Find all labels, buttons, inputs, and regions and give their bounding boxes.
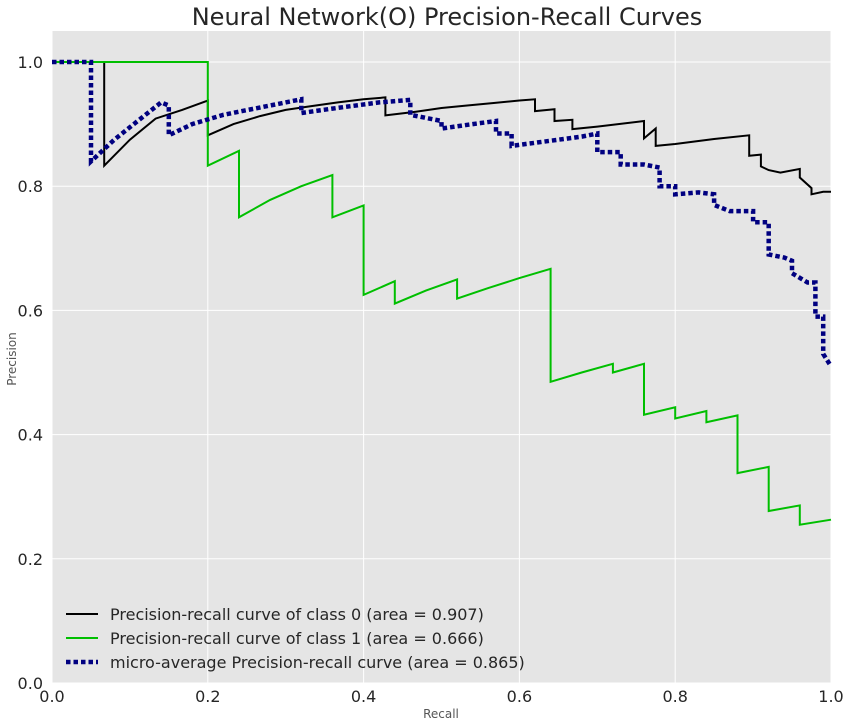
series-line-0 [52,61,831,196]
x-tick-label: 0.0 [39,687,64,706]
legend-entry-2: micro-average Precision-recall curve (ar… [110,653,525,672]
x-axis-label: Recall [423,707,459,721]
legend-entry-1: Precision-recall curve of class 1 (area … [110,629,484,648]
y-axis-ticks: 0.0 0.2 0.4 0.6 0.8 1.0 [18,53,43,693]
x-tick-label: 0.8 [662,687,687,706]
legend: Precision-recall curve of class 0 (area … [66,605,525,672]
x-axis-ticks: 0.0 0.2 0.4 0.6 0.8 1.0 [39,687,843,706]
series-line-2 [52,59,833,368]
plot-area [51,31,833,684]
x-tick-label: 0.2 [195,687,220,706]
x-tick-label: 1.0 [818,687,843,706]
legend-entry-0: Precision-recall curve of class 0 (area … [110,605,484,624]
chart-title: Neural Network(O) Precision-Recall Curve… [192,3,703,31]
y-tick-label: 0.4 [18,426,43,445]
x-tick-label: 0.6 [507,687,532,706]
y-tick-label: 1.0 [18,53,43,72]
series-line-1 [52,61,832,526]
y-tick-label: 0.0 [18,674,43,693]
plot-background [52,31,831,683]
x-tick-label: 0.4 [351,687,376,706]
y-tick-label: 0.8 [18,177,43,196]
y-tick-label: 0.2 [18,550,43,569]
y-axis-label: Precision [5,332,19,386]
y-tick-label: 0.6 [18,301,43,320]
series-layer [52,59,833,526]
